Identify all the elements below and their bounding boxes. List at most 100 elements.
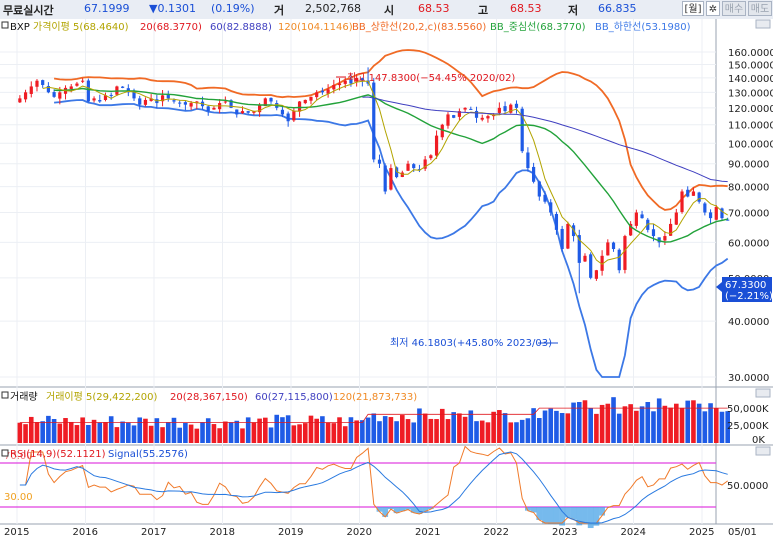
buy-button[interactable]: 매수 xyxy=(722,1,746,16)
volume-bar xyxy=(588,408,593,443)
candle xyxy=(212,107,216,110)
legend-bb-mid: BB_중심선(68.3770) xyxy=(490,21,586,33)
candle xyxy=(674,212,678,225)
high-annotation: 최고 147.8300(−54.45% 2020/02) xyxy=(347,72,515,84)
rsi-signal-line xyxy=(19,451,728,524)
candle xyxy=(29,86,33,94)
legend-ma120: 120(104.1146) xyxy=(278,22,353,33)
candle xyxy=(41,80,45,85)
legend-signal: Signal(55.2576) xyxy=(108,449,188,460)
sell-button[interactable]: 매도 xyxy=(748,1,772,16)
candle xyxy=(58,92,62,99)
candle xyxy=(463,107,467,110)
volume-bar xyxy=(40,421,45,443)
candle xyxy=(81,80,85,82)
price-tick: 130.0000 xyxy=(728,88,773,99)
candle xyxy=(297,101,302,112)
candle xyxy=(497,107,501,113)
candle xyxy=(429,155,433,159)
volume-bar xyxy=(371,413,377,443)
volume-bar xyxy=(80,417,85,443)
volume-bar xyxy=(702,411,708,443)
rsi-oversold-area xyxy=(536,507,543,520)
rsi-level-high: 70.00 xyxy=(4,451,33,462)
candle xyxy=(126,88,130,93)
candle xyxy=(240,111,245,114)
volume-bar xyxy=(405,419,411,443)
rsi-oversold-area xyxy=(570,507,577,520)
volume-bar xyxy=(599,404,605,443)
candle xyxy=(634,212,638,226)
candle xyxy=(726,219,730,221)
candle xyxy=(714,207,718,220)
candle xyxy=(669,223,673,236)
candle xyxy=(708,212,713,219)
rsi-lines xyxy=(0,445,728,529)
year-tick: 2019 xyxy=(278,527,303,538)
annotations: 최고 147.8300(−54.45% 2020/02) 최저 46.1803(… xyxy=(336,72,558,349)
volume-bar xyxy=(97,422,103,443)
current-price-pct: (−2.21%) xyxy=(725,291,773,302)
volume-bar xyxy=(634,410,639,443)
panel-maximize-icon[interactable] xyxy=(755,446,771,456)
vol-tick: 25,000K xyxy=(727,421,769,432)
volume-bar xyxy=(576,402,582,443)
candle xyxy=(395,167,399,178)
volume-bar xyxy=(708,403,713,443)
rsi-oversold-area xyxy=(553,507,560,525)
candle xyxy=(149,98,153,101)
candle xyxy=(623,236,627,270)
candle xyxy=(206,106,210,112)
candle xyxy=(326,89,330,94)
volume-bar xyxy=(457,413,462,443)
volume-bar xyxy=(622,406,628,443)
legend-vol-ma120: 120(21,873,733) xyxy=(333,392,417,403)
volume-bar xyxy=(605,403,611,443)
volume-bar xyxy=(114,427,120,443)
volume-bar xyxy=(559,413,565,443)
volume-bar xyxy=(685,400,691,443)
bb-mid-line xyxy=(54,87,728,243)
legend-vol-ma20: 20(28,367,150) xyxy=(170,392,248,403)
volume-bar xyxy=(377,421,382,443)
current-price: 67.1999 xyxy=(84,2,130,15)
volume-bar xyxy=(554,410,559,443)
candle xyxy=(486,116,490,119)
panel-maximize-icon[interactable] xyxy=(755,19,771,29)
candle xyxy=(69,86,73,90)
candle xyxy=(292,111,296,121)
year-tick: 2020 xyxy=(347,527,372,538)
panel-maximize-icon[interactable] xyxy=(755,388,771,398)
candle xyxy=(372,82,376,160)
candle xyxy=(18,98,22,103)
period-button[interactable]: [월] xyxy=(682,1,704,16)
volume-bar xyxy=(445,419,451,443)
date-label: 05/01 xyxy=(728,527,757,538)
candle xyxy=(651,229,656,237)
rsi-oversold-area xyxy=(376,507,383,512)
rsi-oversold-area xyxy=(593,507,600,526)
candle xyxy=(440,124,444,138)
stock-chart[interactable]: 160.0000 150.0000 140.0000 130.0000 120.0000… xyxy=(0,19,773,538)
rsi-line xyxy=(19,445,728,524)
legend-rsi: RSI(14,9)(52.1121) xyxy=(10,449,106,460)
volume-bar xyxy=(240,428,245,443)
moving-averages xyxy=(42,80,728,265)
volume-bar xyxy=(474,421,479,443)
volume-value: 2,502,768 xyxy=(305,2,361,15)
volume-bar xyxy=(656,398,662,443)
candle xyxy=(474,110,479,118)
rsi-oversold-area xyxy=(387,507,394,510)
volume-bar xyxy=(165,422,171,443)
volume-bar xyxy=(63,418,68,443)
legend-ma5: 가격이평 5(68.4640) xyxy=(33,20,129,33)
volume-bar xyxy=(508,422,514,443)
volume-bar xyxy=(74,425,80,443)
candle xyxy=(646,219,650,230)
volume-bar xyxy=(468,410,474,443)
candle xyxy=(280,109,285,115)
candle xyxy=(423,159,427,169)
gear-icon[interactable]: ✲ xyxy=(706,1,720,16)
candle xyxy=(611,242,616,250)
volume-bar xyxy=(525,418,531,443)
